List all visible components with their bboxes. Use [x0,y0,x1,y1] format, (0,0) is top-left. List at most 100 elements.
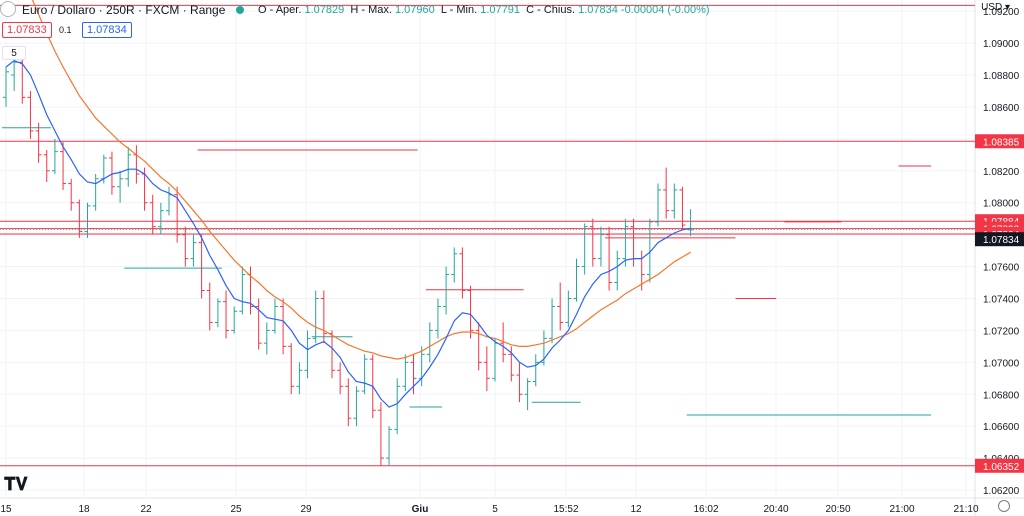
fast-moving-average-line [5,60,691,408]
high-label: H - Max. [350,4,392,16]
price-bar [19,54,26,104]
price-tick-label: 1.08200 [983,167,1020,178]
price-bar [565,290,572,328]
price-bar [255,298,262,350]
price-tick-label: 1.08800 [983,71,1020,82]
symbol-title[interactable]: Euro / Dollaro · 250R · FXCM · Range [22,3,226,17]
open-label: O - Aper. [258,4,302,16]
price-bar [361,354,368,395]
time-tick-label: 18 [78,504,90,515]
price-bar [557,282,564,331]
currency-selector[interactable]: USD ▾ [981,2,1010,13]
price-bar [394,378,401,435]
price-tick-label: 1.07200 [983,326,1020,337]
price-bar [182,226,189,267]
price-bar [35,122,42,163]
price-bar [149,194,156,235]
price-bar [597,226,604,267]
price-axis: 1.092001.090001.088001.086001.084001.082… [975,7,1024,497]
price-bar [459,247,466,299]
price-bar [655,183,661,227]
price-bar [500,322,507,363]
price-bar [467,285,474,339]
last-price-label: 1.07834 [983,235,1020,246]
price-bar [133,145,140,184]
low-value: 1.07791 [480,4,520,16]
price-bar [214,298,221,328]
price-bar [671,183,678,219]
time-tick-label: 21:00 [889,504,914,515]
price-bar [60,142,67,190]
price-bar [280,298,287,355]
horizontal-lines [0,4,975,467]
symbol-flag-icon [0,1,16,17]
time-tick-label: 21:10 [953,504,978,515]
price-bar [345,378,352,427]
price-bar [223,290,230,339]
level-lines [2,127,932,416]
close-value: 1.07834 [578,4,618,16]
sell-button[interactable]: 1.07833 [2,22,52,38]
price-bar [410,354,417,395]
price-tick-label: 1.08000 [983,199,1020,210]
price-bar [589,218,596,267]
price-bar [117,170,124,203]
price-bar [108,151,115,195]
tradingview-logo-icon[interactable]: 𝐓𝐕 [4,474,28,494]
price-tick-label: 1.09200 [983,7,1020,18]
change-value: -0.00004 (-0.00%) [620,4,710,16]
price-bar [622,218,629,267]
time-tick-label: Giu [412,504,429,515]
price-bar [426,322,433,363]
price-bar [606,226,613,291]
settings-gear-icon[interactable] [998,500,1010,512]
price-bar [573,258,580,302]
price-bars [3,51,694,467]
price-bar [451,247,458,283]
buy-button[interactable]: 1.07834 [82,22,132,38]
price-bar [492,338,498,382]
price-tick-label: 1.07000 [983,358,1020,369]
price-bar [296,362,303,395]
time-tick-label: 15:52 [553,504,578,515]
visibility-eye-icon[interactable] [236,6,244,14]
price-bar [377,402,384,467]
high-value: 1.07960 [395,4,435,16]
price-tick-label: 1.06600 [983,422,1020,433]
price-bar [174,186,181,243]
time-tick-label: 16:02 [693,504,718,515]
price-bar [443,266,450,315]
chart-header: Euro / Dollaro · 250R · FXCM · Range O -… [0,0,975,20]
price-bar [125,146,132,187]
low-label: L - Min. [440,4,478,16]
price-tick-label: 1.07600 [983,263,1020,274]
price-bar [581,223,588,275]
price-bar [402,354,409,392]
price-bar [27,90,34,139]
ohlc-readout: O - Aper. 1.07829 H - Max. 1.07960 L - M… [258,4,710,16]
close-label: C - Chius. [526,4,576,16]
price-tick-label: 1.07400 [983,294,1020,305]
price-bar [475,322,482,371]
price-bar [524,378,531,411]
price-bar [84,202,91,238]
price-tick-label: 1.08600 [983,103,1020,114]
line-price-label: 1.08385 [983,137,1020,148]
moving-averages [5,0,691,408]
spread-value: 0.1 [59,25,72,35]
time-tick-label: 22 [140,504,152,515]
price-bar [646,218,653,283]
price-bar [190,234,197,267]
price-bar [337,362,344,395]
time-tick-label: 29 [300,504,312,515]
price-tick-label: 1.06200 [983,486,1020,497]
open-value: 1.07829 [304,4,345,16]
time-tick-label: 20:40 [763,504,788,515]
price-bar [157,202,164,235]
price-tick-label: 1.09000 [983,39,1020,50]
price-bar [166,186,172,216]
time-tick-label: 5 [492,504,498,515]
price-bar [288,343,295,395]
quantity-input[interactable]: 5 [2,46,26,60]
